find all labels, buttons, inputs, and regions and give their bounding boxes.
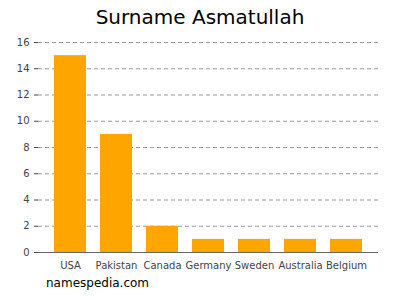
svg-text:Sweden: Sweden xyxy=(235,260,275,271)
svg-text:Australia: Australia xyxy=(278,260,322,271)
svg-text:4: 4 xyxy=(23,194,29,205)
svg-text:16: 16 xyxy=(17,37,30,48)
svg-text:10: 10 xyxy=(17,115,30,126)
html-text:Surname Asmatullah: Surname Asmatullah xyxy=(95,5,305,29)
html-text:namespedia.com: namespedia.com xyxy=(46,276,149,290)
svg-text:12: 12 xyxy=(17,89,30,100)
svg-text:Belgium: Belgium xyxy=(326,260,367,271)
svg-text:Germany: Germany xyxy=(186,260,232,271)
svg-text:Canada: Canada xyxy=(143,260,181,271)
svg-text:2: 2 xyxy=(23,220,29,231)
svg-text:6: 6 xyxy=(23,168,29,179)
svg-text:14: 14 xyxy=(17,63,30,74)
svg-text:0: 0 xyxy=(23,247,29,258)
svg-text:USA: USA xyxy=(60,260,81,271)
svg-text:8: 8 xyxy=(23,142,29,153)
svg-text:Pakistan: Pakistan xyxy=(96,260,138,271)
